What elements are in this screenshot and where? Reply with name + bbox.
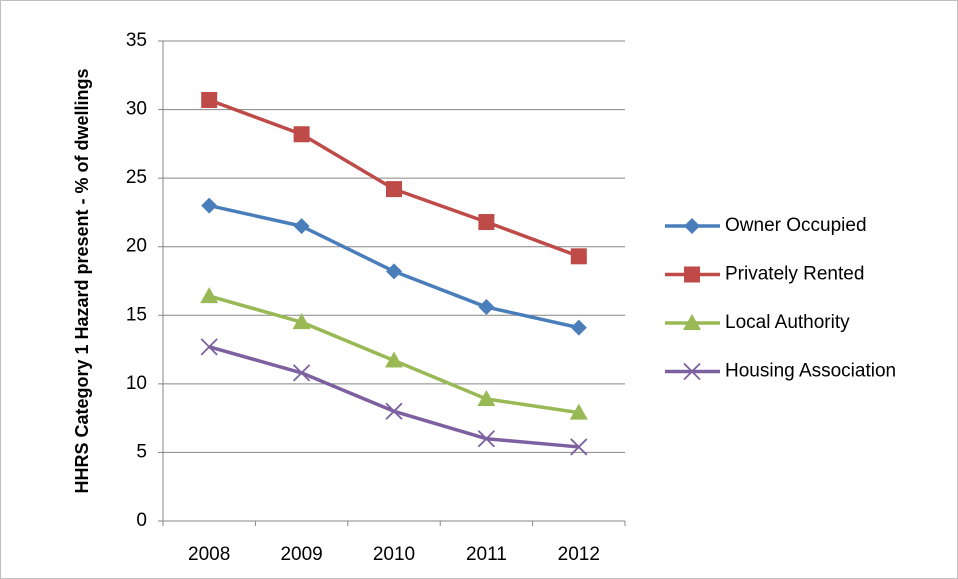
y-tick-label: 35 (126, 30, 147, 51)
marker (293, 126, 310, 143)
legend-marker (684, 266, 700, 283)
x-tick-label: 2009 (280, 544, 322, 565)
legend-label: Local Authority (725, 312, 850, 333)
marker (292, 364, 311, 382)
marker (569, 403, 588, 420)
marker (478, 214, 495, 231)
y-tick-label: 0 (136, 510, 147, 531)
marker (477, 389, 496, 406)
legend-marker (684, 218, 700, 234)
legend-label: Privately Rented (725, 264, 864, 285)
marker (201, 91, 218, 108)
legend-marker (683, 362, 701, 381)
marker (570, 438, 588, 456)
y-axis-title: HHRS Category 1 Hazard present - % of dw… (72, 68, 92, 494)
marker (385, 402, 403, 420)
marker (570, 319, 587, 336)
x-tick-label: 2012 (558, 544, 600, 565)
marker (386, 263, 402, 280)
marker (570, 248, 587, 265)
y-tick-label: 25 (126, 167, 147, 188)
y-tick-label: 30 (126, 99, 147, 120)
x-tick-label: 2010 (373, 544, 415, 565)
marker (478, 299, 495, 316)
marker (386, 181, 402, 198)
x-tick-label: 2011 (466, 544, 507, 565)
legend-label: Owner Occupied (725, 215, 867, 236)
legend-label: Housing Association (725, 361, 896, 382)
marker (200, 338, 218, 356)
marker (477, 430, 496, 448)
y-tick-label: 20 (126, 236, 147, 257)
legend-marker (683, 314, 701, 330)
y-tick-label: 15 (126, 304, 147, 325)
marker (201, 197, 218, 214)
marker (200, 287, 219, 304)
x-tick-label: 2008 (188, 544, 230, 565)
marker (385, 351, 403, 368)
marker (292, 313, 311, 330)
y-tick-label: 10 (126, 373, 147, 394)
marker (293, 218, 310, 235)
y-tick-label: 5 (136, 441, 147, 462)
